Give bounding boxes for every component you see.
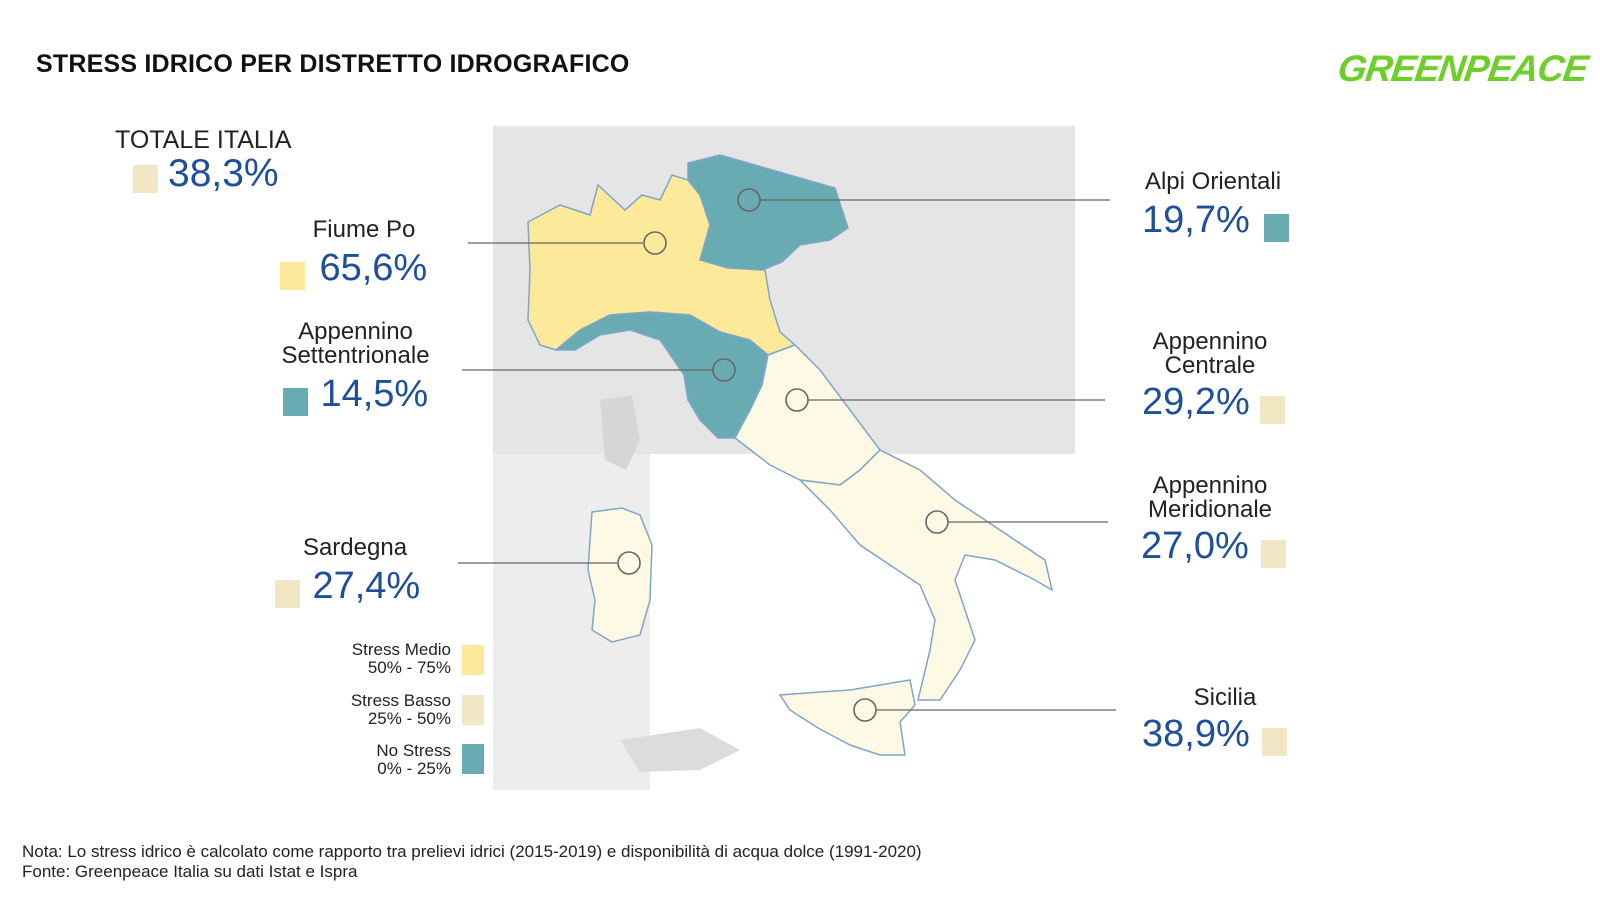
district-label-sicilia: Sicilia 38,9% (1130, 686, 1290, 756)
district-label-fiume-po: Fiume Po 65,6% (280, 218, 440, 290)
district-label-appennino-meridionale: Appennino Meridionale 27,0% (1130, 474, 1290, 568)
footnote: Nota: Lo stress idrico è calcolato come … (22, 842, 922, 882)
fiume-po-swatch (280, 261, 305, 290)
marker-appennino-centrale (785, 388, 809, 412)
marker-appennino-settentrionale (712, 358, 736, 382)
total-italia-swatch (133, 165, 158, 193)
legend-label-stress-medio: Stress Medio (351, 640, 451, 659)
district-alpi-orientali (687, 154, 849, 271)
legend-range-stress-basso: 25% - 50% (367, 709, 451, 728)
district-label-sardegna: Sardegna 27,4% (275, 536, 435, 608)
appennino-settentrionale-value: 14,5% (320, 373, 429, 415)
appennino-centrale-value: 29,2% (1142, 381, 1250, 423)
legend-label-no-stress: No Stress (376, 741, 451, 760)
legend-swatch-no-stress (462, 744, 484, 774)
legend-swatch-stress-medio (462, 645, 484, 675)
marker-fiume-po (643, 231, 667, 255)
tunisia-coast (620, 728, 740, 772)
legend-item-stress-basso: Stress Basso 25% - 50% (300, 692, 451, 728)
fiume-po-name: Fiume Po (312, 216, 416, 243)
sicilia-name: Sicilia (1193, 684, 1257, 711)
marker-appennino-meridionale (925, 510, 949, 534)
alpi-orientali-swatch (1264, 213, 1290, 242)
appennino-meridionale-swatch (1261, 539, 1287, 568)
sicilia-swatch (1262, 727, 1288, 756)
appennino-settentrionale-swatch (283, 387, 308, 416)
legend-range-no-stress: 0% - 25% (377, 759, 451, 778)
sardegna-name: Sardegna (302, 534, 408, 561)
sicilia-value: 38,9% (1142, 713, 1250, 755)
marker-sicilia (853, 698, 877, 722)
district-sicilia (778, 679, 916, 756)
legend-range-stress-medio: 50% - 75% (367, 658, 451, 677)
total-italia-label: TOTALE ITALIA (115, 126, 292, 154)
legend-swatch-stress-basso (462, 695, 484, 725)
appennino-meridionale-value: 27,0% (1141, 525, 1249, 567)
legend-item-stress-medio: Stress Medio 50% - 75% (300, 641, 451, 677)
alpi-orientali-value: 19,7% (1142, 199, 1250, 241)
sardegna-value: 27,4% (312, 565, 421, 607)
appennino-centrale-name-2: Centrale (1164, 352, 1256, 379)
legend-item-no-stress: No Stress 0% - 25% (300, 742, 451, 778)
marker-alpi-orientali (737, 188, 761, 212)
page-title: STRESS IDRICO PER DISTRETTO IDROGRAFICO (36, 50, 630, 78)
source-text: Fonte: Greenpeace Italia su dati Istat e… (22, 862, 358, 881)
district-sardegna (587, 507, 653, 643)
appennino-settentrionale-name-2: Settentrionale (281, 342, 430, 369)
appennino-meridionale-name-2: Meridionale (1147, 496, 1273, 523)
fiume-po-value: 65,6% (319, 247, 428, 289)
total-italia-value: 38,3% (168, 152, 279, 195)
district-label-appennino-settentrionale: Appennino Settentrionale 14,5% (268, 320, 443, 416)
note-text: Nota: Lo stress idrico è calcolato come … (22, 842, 922, 861)
district-appennino-meridionale (797, 449, 1054, 701)
appennino-centrale-swatch (1260, 395, 1286, 424)
appennino-settentrionale-name-1: Appennino (298, 318, 413, 345)
legend-label-stress-basso: Stress Basso (350, 691, 451, 710)
district-label-appennino-centrale: Appennino Centrale 29,2% (1130, 330, 1290, 424)
marker-sardegna (617, 551, 641, 575)
appennino-centrale-name-1: Appennino (1152, 328, 1268, 355)
appennino-meridionale-name-1: Appennino (1152, 472, 1268, 499)
corsica-shape (600, 395, 640, 470)
sardegna-swatch (275, 579, 300, 608)
alpi-orientali-name: Alpi Orientali (1144, 168, 1282, 195)
district-label-alpi-orientali: Alpi Orientali 19,7% (1128, 170, 1298, 242)
